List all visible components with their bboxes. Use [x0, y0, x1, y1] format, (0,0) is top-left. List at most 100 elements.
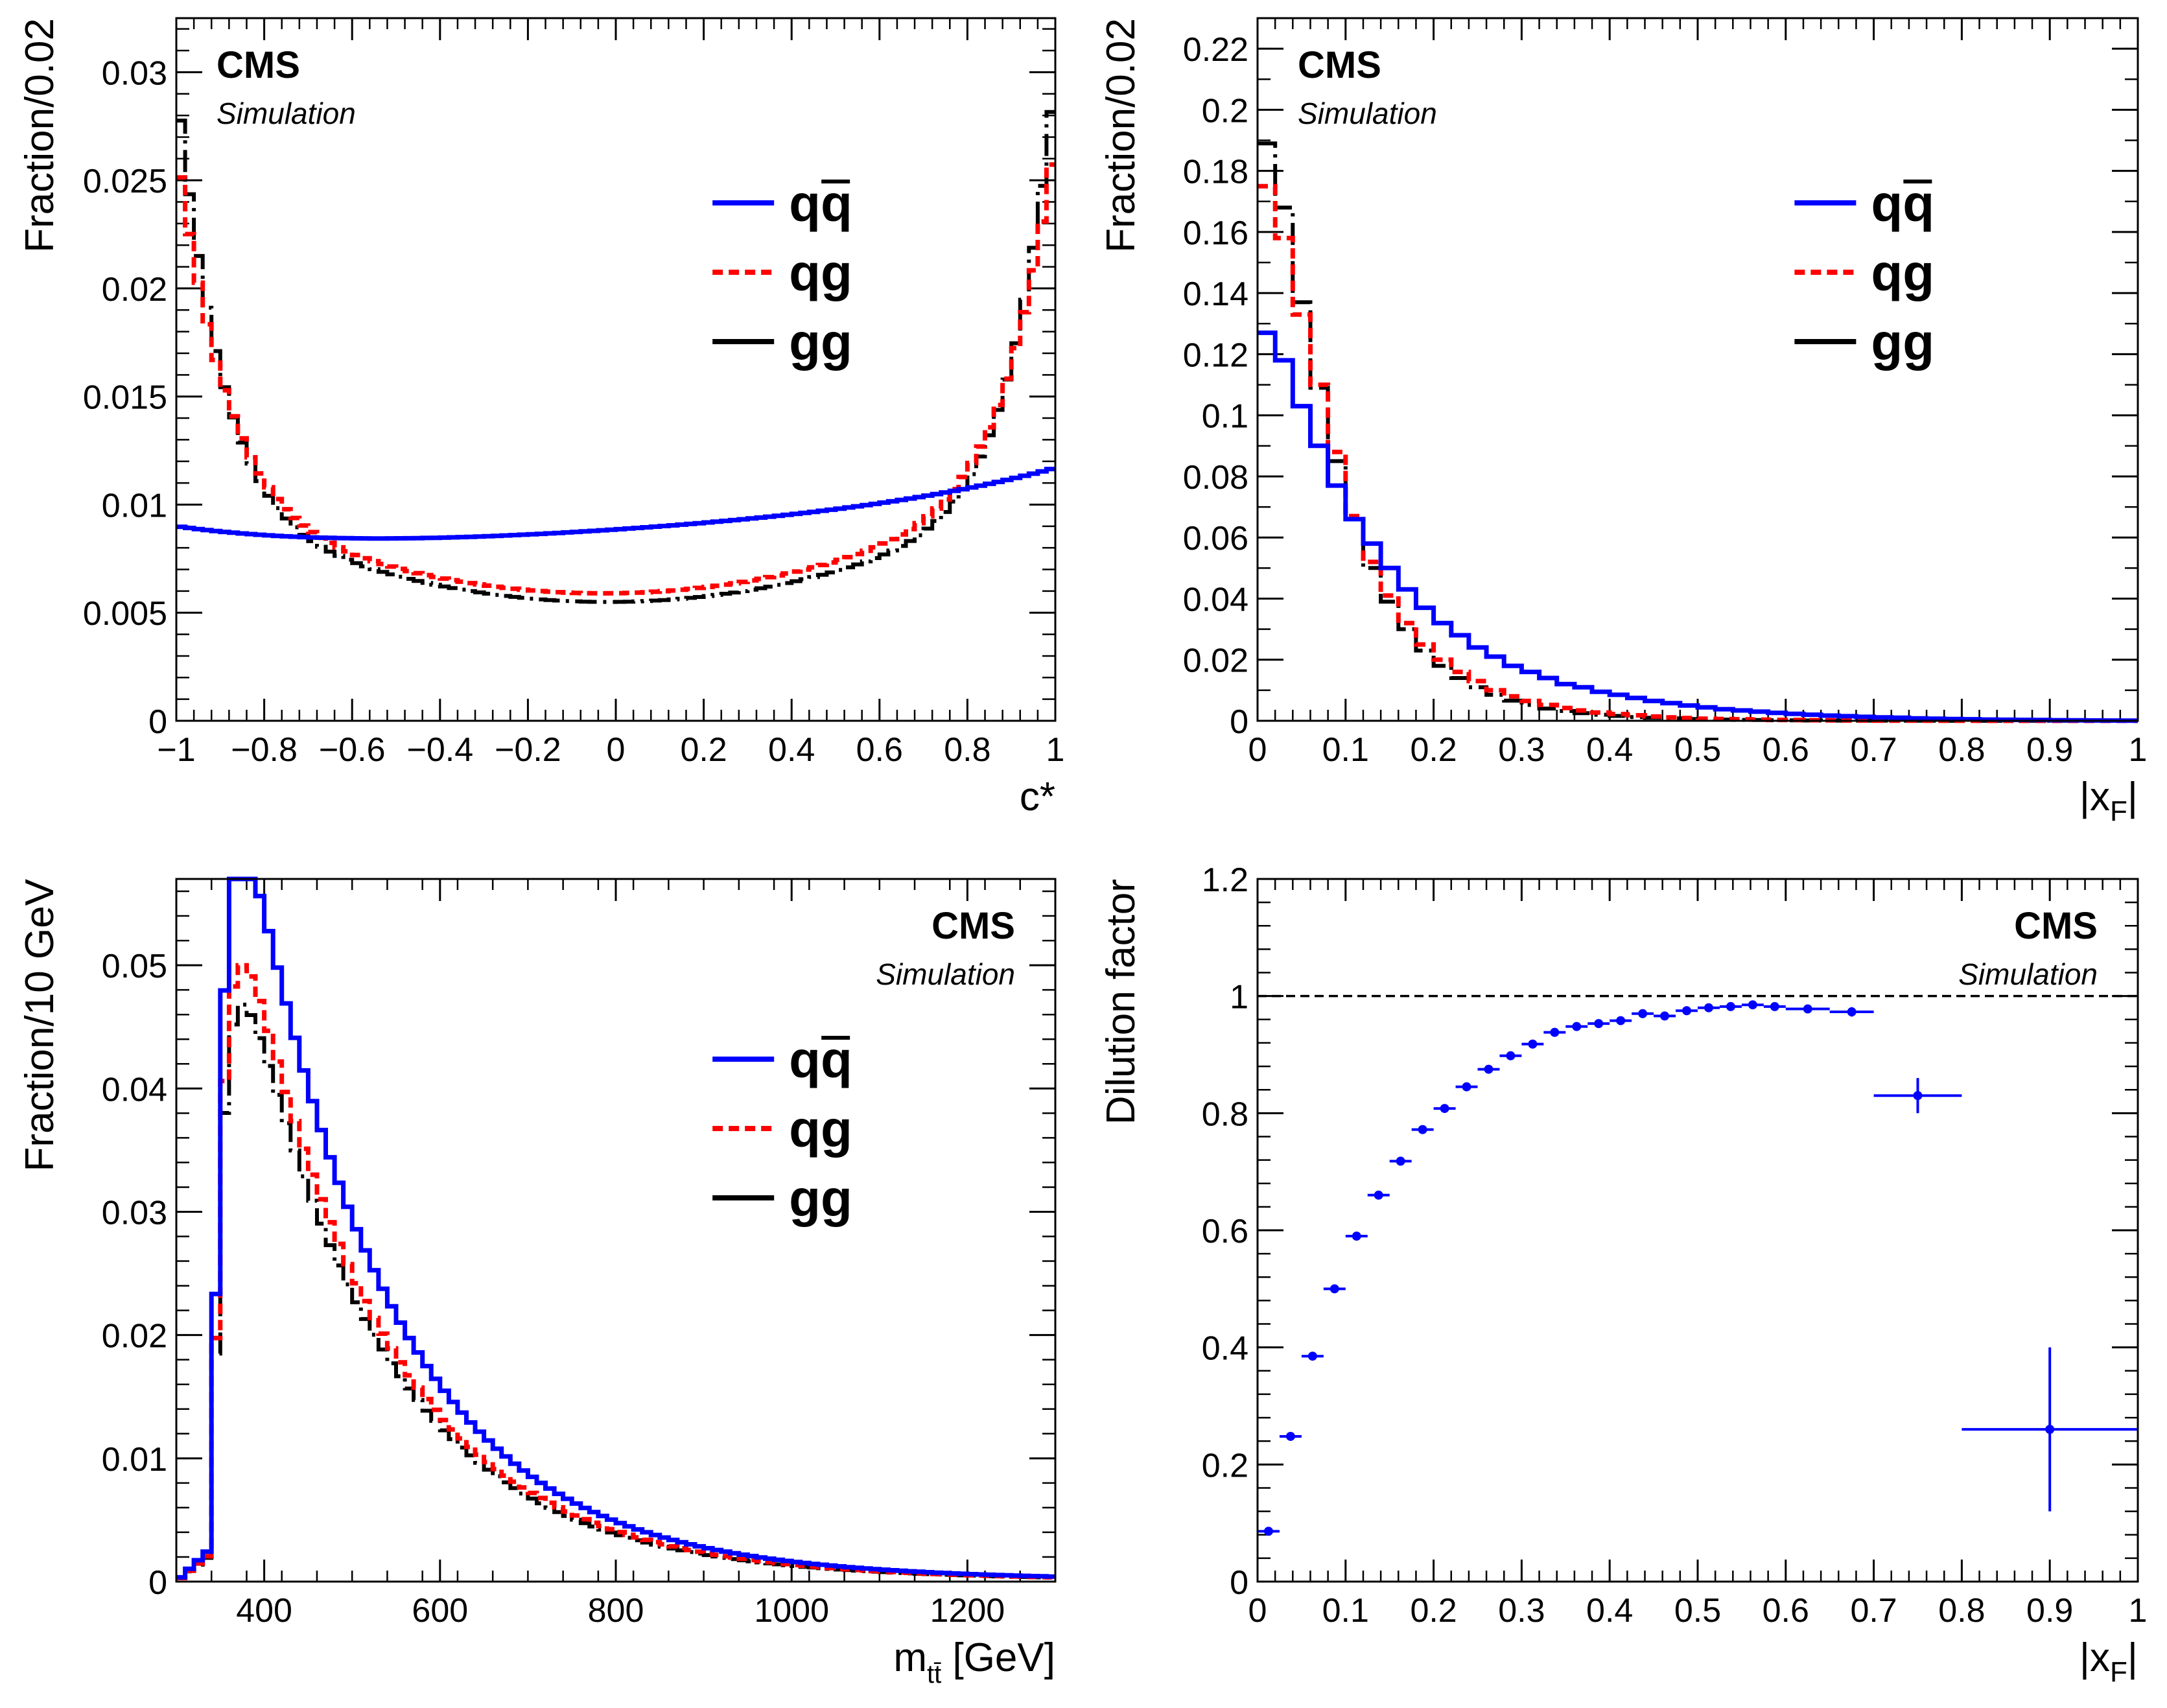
- cstar-series: [176, 110, 1055, 604]
- y-tick-label: 0.015: [83, 379, 167, 417]
- x-tick-label: 0: [607, 731, 626, 769]
- data-point: [1704, 1003, 1713, 1012]
- x-tick-label: 0.5: [1674, 731, 1721, 769]
- mtt-simulation-label: Simulation: [876, 957, 1015, 991]
- y-tick-label: 0: [1230, 1564, 1248, 1602]
- cstar-plot-frame: [175, 17, 1057, 722]
- x-tick-label: 0.1: [1322, 1592, 1369, 1630]
- y-tick-label: 0.03: [102, 1194, 167, 1232]
- series-gg-line: [176, 110, 1055, 604]
- x-tick-label: 0.4: [1586, 1592, 1633, 1630]
- mtt-series: [176, 876, 1055, 1580]
- x-tick-label: 0.1: [1322, 731, 1369, 769]
- x-tick-label: −0.6: [319, 731, 386, 769]
- data-point: [1616, 1016, 1626, 1025]
- panel-xf-fraction: 0 0.1 0.2 0.3 0.4 0.5 0.6 0.7 0.8 0.9 1 0 0.02 0.04 0.…: [1099, 17, 2148, 827]
- x-tick-label: 0.4: [768, 731, 815, 769]
- data-point: [1748, 1000, 1757, 1010]
- data-point: [1770, 1001, 1779, 1011]
- y-tick-label: 0.2: [1202, 1447, 1248, 1484]
- series-qqbar-line: [176, 876, 1055, 1580]
- series-qqbar-line: [1258, 330, 2138, 723]
- legend-label-qg: qg: [1871, 244, 1934, 301]
- series-qqbar-line: [176, 467, 1055, 541]
- x-tick-label: 1000: [754, 1592, 829, 1630]
- dilution-simulation-label: Simulation: [1958, 957, 2098, 991]
- data-point: [1660, 1011, 1670, 1021]
- y-tick-label: 0.01: [102, 487, 167, 524]
- panel-dilution: 0 0.1 0.2 0.3 0.4 0.5 0.6 0.7 0.8 0.9 1 0 0.2 0.4 0.6 0…: [1099, 861, 2147, 1688]
- y-tick-label: 0.005: [83, 595, 167, 633]
- data-point: [1726, 1001, 1735, 1011]
- x-tick-label: 1: [2129, 731, 2148, 769]
- y-tick-label: 0.02: [102, 1318, 167, 1355]
- x-tick-label: 400: [236, 1592, 292, 1630]
- x-tick-label: 1: [1046, 731, 1065, 769]
- data-point: [1682, 1006, 1692, 1016]
- cstar-y-axis-title: Fraction/0.02: [18, 18, 62, 253]
- data-point: [1572, 1022, 1582, 1031]
- mtt-plot-frame: [175, 878, 1057, 1583]
- xf-legend: qq qg gg: [1794, 174, 1934, 371]
- y-tick-label: 0.04: [1183, 581, 1248, 618]
- y-tick-label: 0.8: [1202, 1095, 1248, 1133]
- y-tick-label: 0.08: [1183, 459, 1248, 497]
- data-point: [1484, 1064, 1493, 1074]
- xf-ticks: 0 0.1 0.2 0.3 0.4 0.5 0.6 0.7 0.8 0.9 1 0 0.02 0.04 0.…: [1183, 17, 2148, 769]
- mtt-y-axis-title: Fraction/10 GeV: [18, 878, 62, 1171]
- dilution-x-axis-title: |xF|: [2079, 1635, 2138, 1688]
- y-tick-label: 0.025: [83, 163, 167, 200]
- xf-x-axis-title: |xF|: [2079, 775, 2138, 827]
- data-point: [1418, 1125, 1427, 1134]
- y-tick-label: 0.06: [1183, 520, 1248, 557]
- x-tick-label: 0: [1248, 1592, 1267, 1630]
- data-point: [1506, 1051, 1516, 1060]
- y-tick-label: 0.02: [1183, 642, 1248, 680]
- x-tick-label: 0.6: [1763, 731, 1809, 769]
- xf-plot-frame: [1256, 17, 2139, 722]
- data-point: [1307, 1351, 1317, 1361]
- x-tick-label: 0.9: [2026, 1592, 2073, 1630]
- cstar-ticks: −1 −0.8 −0.6 −0.4 −0.2 0 0.2 0.4 0.6 0.8 1 0 0.005 0.…: [83, 18, 1065, 769]
- x-tick-label: 0.9: [2026, 731, 2073, 769]
- y-tick-label: 0.05: [102, 948, 167, 985]
- y-tick-label: 0.12: [1183, 336, 1248, 374]
- x-tick-label: −0.8: [231, 731, 298, 769]
- series-gg-line: [176, 1002, 1055, 1580]
- x-tick-label: −0.2: [495, 731, 561, 769]
- mtt-cms-label: CMS: [931, 905, 1015, 947]
- x-tick-label: 0.6: [856, 731, 903, 769]
- x-tick-label: −1: [157, 731, 195, 769]
- mtt-legend: qq qg gg: [712, 1031, 852, 1227]
- panel-mtt: 400 600 800 1000 1200 0 0.01 0.02 0.03 0.04 0.05 C…: [18, 876, 1057, 1689]
- data-point: [1285, 1431, 1295, 1441]
- x-tick-label: 0.6: [1763, 1592, 1809, 1630]
- legend-label-qg: qg: [789, 244, 852, 301]
- legend-label-qqbar: qq: [789, 1031, 852, 1088]
- data-point: [1594, 1019, 1604, 1029]
- x-tick-label: 0: [1248, 731, 1267, 769]
- y-tick-label: 0.6: [1202, 1213, 1248, 1250]
- y-tick-label: 0.22: [1183, 31, 1248, 69]
- y-tick-label: 0.02: [102, 271, 167, 309]
- data-point: [1263, 1527, 1273, 1536]
- cstar-cms-label: CMS: [217, 44, 300, 86]
- xf-y-axis-title: Fraction/0.02: [1099, 18, 1143, 253]
- x-tick-label: 0.5: [1674, 1592, 1721, 1630]
- x-tick-label: 0.3: [1498, 1592, 1545, 1630]
- y-tick-label: 0.01: [102, 1441, 167, 1479]
- x-tick-label: 0.2: [680, 731, 727, 769]
- dilution-ticks: 0 0.1 0.2 0.3 0.4 0.5 0.6 0.7 0.8 0.9 1 0 0.2 0.4 0.6 0…: [1202, 861, 2148, 1630]
- data-point: [1528, 1039, 1538, 1049]
- x-tick-label: 0.3: [1498, 731, 1545, 769]
- y-tick-label: 0.03: [102, 54, 167, 92]
- data-point: [1638, 1009, 1648, 1018]
- data-point: [1374, 1190, 1383, 1200]
- xf-simulation-label: Simulation: [1298, 97, 1437, 130]
- dilution-y-axis-title: Dilution factor: [1099, 879, 1143, 1125]
- x-tick-label: 0.8: [1938, 731, 1985, 769]
- data-point: [1847, 1007, 1857, 1017]
- x-tick-label: 0.4: [1586, 731, 1633, 769]
